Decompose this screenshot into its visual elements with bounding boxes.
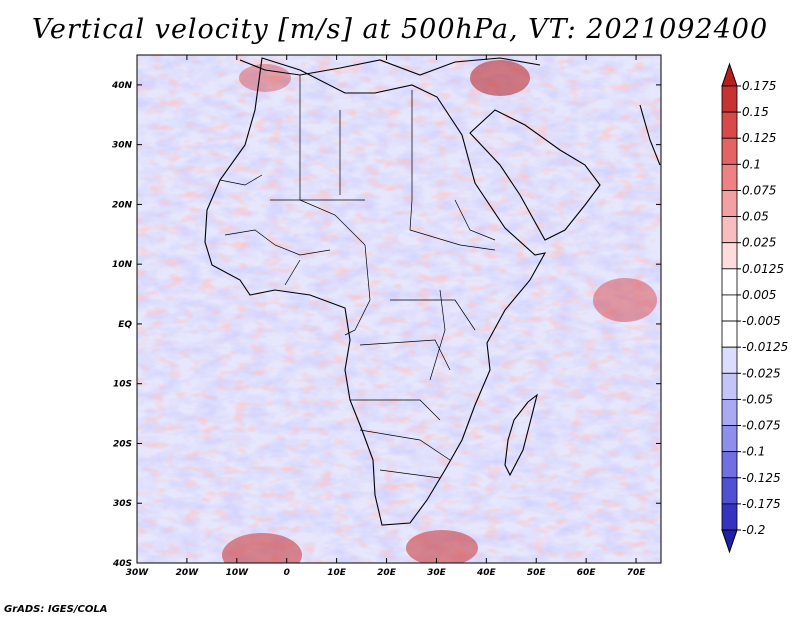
lat-tick-label: 40S (112, 559, 132, 569)
colorbar-level-label: 0.0125 (742, 262, 784, 276)
lat-tick-label: 40N (111, 81, 133, 91)
lat-tick-label: 10S (113, 380, 132, 390)
lon-tick-label: 50E (527, 568, 547, 578)
europe-coastline (239, 57, 541, 76)
india-coastline (639, 104, 661, 166)
colorbar-segment (721, 294, 738, 322)
colorbar-top-arrow (721, 62, 738, 87)
colorbar-level-label: 0.125 (742, 131, 776, 145)
strong-ascent-patch (593, 278, 657, 322)
colorbar-level-label: 0.175 (742, 79, 776, 93)
lat-tick-label: 30S (113, 499, 132, 509)
velocity-field (137, 55, 661, 563)
lon-tick-label: 0 (284, 568, 290, 578)
colorbar-level-label: 0.1 (742, 157, 761, 171)
colorbar-segment (721, 137, 738, 165)
lon-tick-label: 20W (176, 568, 200, 578)
colorbar-level-label: 0.15 (742, 105, 769, 119)
colorbar-level-label: 0.075 (742, 183, 776, 197)
lon-tick-label: 10E (327, 568, 347, 578)
lon-tick-label: 40E (476, 568, 497, 578)
colorbar-segment (721, 190, 738, 217)
africa-coastline (204, 57, 547, 526)
lat-tick-label: EQ (118, 320, 132, 330)
colorbar-level-label: -0.025 (742, 366, 781, 380)
colorbar-segment (721, 425, 738, 453)
colorbar-segment (721, 85, 738, 113)
colorbar-level-label: -0.05 (742, 392, 773, 406)
colorbar-segment (721, 372, 738, 400)
colorbar-segment (721, 477, 738, 505)
coastlines (204, 57, 661, 526)
colorbar-segment (721, 216, 738, 244)
strong-ascent-patch (239, 64, 291, 92)
colorbar-level-label: -0.075 (742, 419, 781, 433)
colorbar-level-label: -0.175 (742, 497, 781, 511)
strong-ascent-patch (406, 530, 478, 563)
colorbar-level-label: -0.005 (742, 314, 781, 328)
colorbar-segment (721, 320, 738, 348)
lon-tick-label: 10W (226, 568, 250, 578)
lon-tick-label: 20E (377, 568, 397, 578)
colorbar-level-label: 0.05 (742, 210, 769, 224)
colorbar-level-label: -0.125 (742, 471, 781, 485)
colorbar-segment (721, 111, 738, 139)
colorbar-bottom-arrow (721, 529, 738, 554)
strong-ascent-patch (222, 533, 302, 563)
country-borders (219, 75, 496, 479)
colorbar-segment (721, 242, 738, 270)
colorbar-level-label: 0.025 (742, 236, 776, 250)
lat-tick-label: 10N (112, 260, 133, 270)
lat-tick-label: 20S (113, 439, 132, 449)
colorbar-level-label: 0.005 (742, 288, 776, 302)
lon-tick-label: 30W (126, 568, 150, 578)
colorbar: 0.175 0.15 0.125 0.1 0.075 0.05 0.025 0.0125 0.0… (721, 62, 788, 554)
lon-tick-label: 30E (427, 568, 447, 578)
colorbar-segment (721, 346, 738, 374)
lat-tick-label: 20N (112, 200, 133, 210)
lon-tick-label: 60E (577, 568, 597, 578)
map-title: Vertical velocity [m/s] at 500hPa, VT: 2… (31, 14, 769, 45)
colorbar-segment (721, 268, 738, 296)
strong-ascent-patch (470, 60, 530, 96)
colorbar-level-label: -0.1 (742, 445, 765, 459)
lon-tick-label: 70E (627, 568, 647, 578)
colorbar-level-label: -0.2 (742, 523, 765, 537)
colorbar-segment (721, 163, 738, 191)
colorbar-segment (721, 399, 738, 426)
arabia-coastline (469, 109, 601, 241)
colorbar-level-label: -0.0125 (742, 340, 788, 354)
colorbar-segment (721, 451, 738, 479)
grads-credit: GrADS: IGES/COLA (4, 604, 108, 615)
madagascar-coastline (504, 393, 538, 477)
colorbar-segment (721, 503, 738, 531)
lat-tick-label: 30N (112, 141, 133, 151)
plot-frame (136, 54, 662, 564)
